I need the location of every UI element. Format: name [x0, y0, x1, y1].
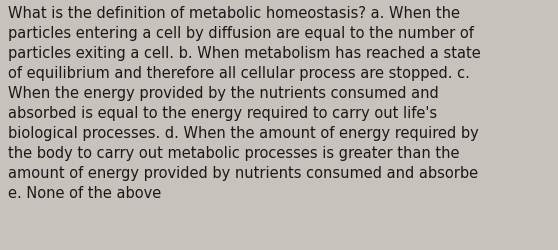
Text: What is the definition of metabolic homeostasis? a. When the
particles entering : What is the definition of metabolic home…: [8, 6, 481, 200]
